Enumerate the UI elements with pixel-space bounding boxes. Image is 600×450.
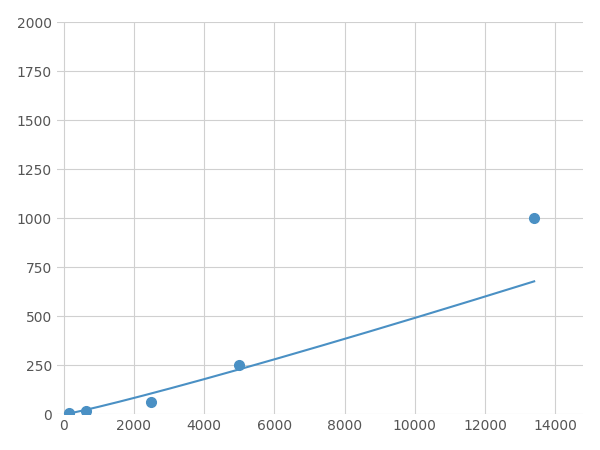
Point <box>235 362 244 369</box>
Point <box>529 215 539 222</box>
Point <box>81 408 91 415</box>
Point <box>64 410 74 417</box>
Point <box>146 399 156 406</box>
